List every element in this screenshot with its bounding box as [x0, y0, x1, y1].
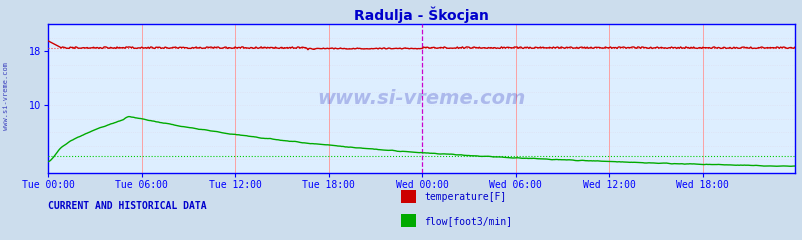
- Title: Radulja - Škocjan: Radulja - Škocjan: [354, 6, 488, 23]
- Text: flow[foot3/min]: flow[foot3/min]: [423, 216, 512, 226]
- Text: temperature[F]: temperature[F]: [423, 192, 505, 202]
- Text: CURRENT AND HISTORICAL DATA: CURRENT AND HISTORICAL DATA: [48, 201, 207, 211]
- Text: www.si-vreme.com: www.si-vreme.com: [317, 89, 525, 108]
- Text: www.si-vreme.com: www.si-vreme.com: [3, 62, 10, 130]
